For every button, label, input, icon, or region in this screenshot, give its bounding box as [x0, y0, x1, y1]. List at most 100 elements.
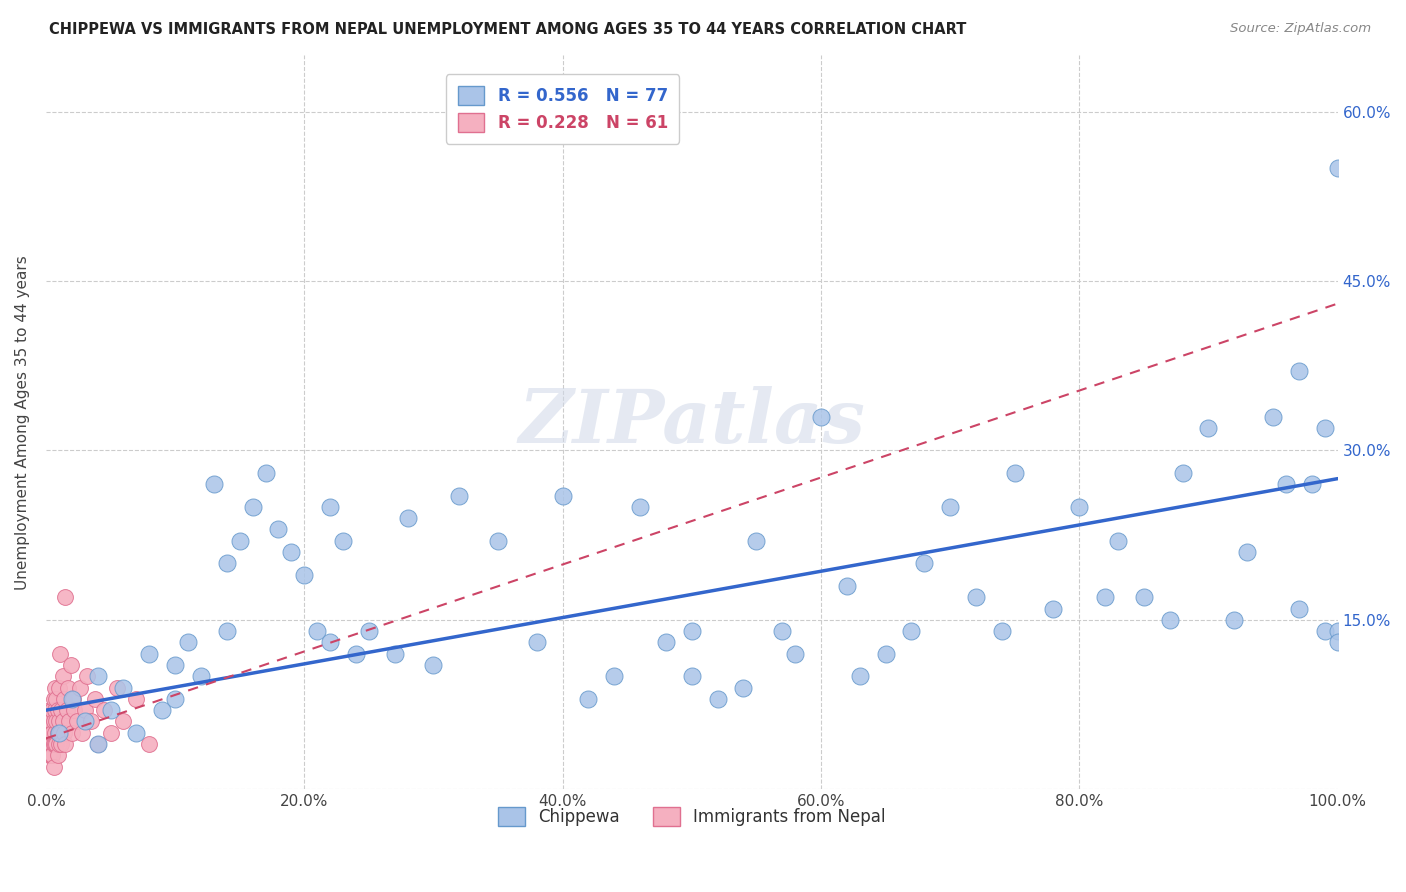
Point [215, 557, 238, 571]
Point [578, 691, 600, 706]
Point [965, 591, 987, 605]
Point [1313, 624, 1336, 639]
Point [41, 725, 63, 739]
Point [105, 681, 128, 695]
Point [39, 714, 62, 729]
Point [44, 681, 66, 695]
Point [51, 703, 73, 717]
Point [66, 714, 89, 729]
Point [42, 737, 65, 751]
Point [46, 748, 69, 763]
Point [45, 714, 67, 729]
Point [228, 533, 250, 548]
Point [681, 624, 703, 639]
Point [1261, 409, 1284, 424]
Point [48, 681, 70, 695]
Point [55, 703, 77, 717]
Point [319, 635, 342, 649]
Point [526, 635, 548, 649]
Point [53, 591, 76, 605]
Point [100, 725, 122, 739]
Point [86, 669, 108, 683]
Point [48, 725, 70, 739]
Point [603, 669, 626, 683]
Point [80, 714, 103, 729]
Point [112, 714, 135, 729]
Point [1094, 591, 1116, 605]
Point [810, 409, 832, 424]
Point [332, 533, 354, 548]
Point [165, 658, 187, 673]
Point [53, 737, 76, 751]
Point [1326, 635, 1348, 649]
Point [48, 714, 70, 729]
Point [785, 647, 807, 661]
Point [396, 511, 419, 525]
Point [51, 737, 73, 751]
Point [280, 545, 302, 559]
Point [848, 669, 870, 683]
Point [706, 691, 728, 706]
Point [70, 725, 93, 739]
Point [1288, 364, 1310, 378]
Point [60, 691, 83, 706]
Point [38, 748, 60, 763]
Point [59, 658, 82, 673]
Point [41, 748, 63, 763]
Point [42, 714, 65, 729]
Point [56, 681, 79, 695]
Point [112, 681, 135, 695]
Point [41, 703, 63, 717]
Point [1301, 477, 1323, 491]
Point [628, 500, 651, 514]
Point [138, 647, 160, 661]
Point [770, 624, 793, 639]
Point [1069, 500, 1091, 514]
Point [202, 477, 225, 491]
Point [37, 725, 59, 739]
Point [84, 691, 107, 706]
Point [745, 533, 768, 548]
Point [357, 624, 380, 639]
Point [42, 759, 65, 773]
Point [1159, 613, 1181, 627]
Point [53, 691, 76, 706]
Point [38, 737, 60, 751]
Point [165, 691, 187, 706]
Point [319, 500, 342, 514]
Point [254, 466, 277, 480]
Point [307, 624, 329, 639]
Point [242, 500, 264, 514]
Point [45, 691, 67, 706]
Point [449, 489, 471, 503]
Point [190, 669, 212, 683]
Point [60, 725, 83, 739]
Point [53, 725, 76, 739]
Point [486, 533, 509, 548]
Point [39, 748, 62, 763]
Point [551, 489, 574, 503]
Point [138, 737, 160, 751]
Point [73, 714, 96, 729]
Point [44, 725, 66, 739]
Point [46, 725, 69, 739]
Point [991, 624, 1014, 639]
Point [1042, 601, 1064, 615]
Point [58, 714, 80, 729]
Point [48, 737, 70, 751]
Point [267, 523, 290, 537]
Point [733, 681, 755, 695]
Point [384, 647, 406, 661]
Point [63, 703, 86, 717]
Y-axis label: Unemployment Among Ages 35 to 44 years: Unemployment Among Ages 35 to 44 years [15, 255, 30, 590]
Point [100, 703, 122, 717]
Point [44, 703, 66, 717]
Point [125, 691, 148, 706]
Text: CHIPPEWA VS IMMIGRANTS FROM NEPAL UNEMPLOYMENT AMONG AGES 35 TO 44 YEARS CORRELA: CHIPPEWA VS IMMIGRANTS FROM NEPAL UNEMPL… [49, 22, 966, 37]
Point [1236, 545, 1258, 559]
Point [49, 725, 72, 739]
Point [177, 635, 200, 649]
Point [93, 703, 115, 717]
Point [215, 624, 238, 639]
Point [42, 691, 65, 706]
